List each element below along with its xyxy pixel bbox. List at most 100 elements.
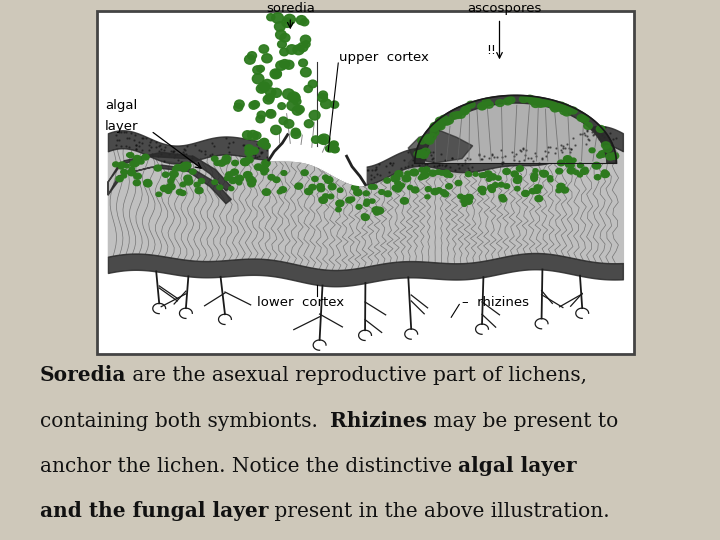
Ellipse shape [267, 14, 275, 21]
Ellipse shape [439, 171, 445, 175]
Ellipse shape [235, 175, 243, 182]
Ellipse shape [467, 101, 475, 108]
Polygon shape [415, 96, 616, 163]
Ellipse shape [290, 93, 300, 102]
Ellipse shape [462, 202, 467, 206]
Ellipse shape [602, 170, 608, 174]
Ellipse shape [443, 170, 450, 176]
Ellipse shape [198, 178, 204, 184]
Ellipse shape [375, 207, 384, 214]
Ellipse shape [323, 175, 328, 180]
Ellipse shape [361, 214, 369, 220]
Ellipse shape [280, 33, 290, 42]
Ellipse shape [453, 112, 462, 118]
Ellipse shape [577, 114, 585, 122]
Ellipse shape [284, 15, 295, 24]
Ellipse shape [554, 104, 563, 111]
Ellipse shape [487, 185, 495, 191]
Ellipse shape [253, 66, 262, 74]
Text: soredia: soredia [266, 2, 315, 15]
Ellipse shape [272, 70, 282, 78]
Ellipse shape [425, 137, 433, 144]
Ellipse shape [266, 110, 276, 118]
Ellipse shape [436, 123, 445, 130]
Ellipse shape [433, 122, 441, 129]
Ellipse shape [480, 191, 485, 195]
Ellipse shape [440, 116, 448, 122]
Ellipse shape [503, 168, 510, 174]
Ellipse shape [264, 95, 274, 104]
Ellipse shape [569, 163, 575, 168]
Ellipse shape [568, 163, 573, 166]
Ellipse shape [372, 185, 377, 189]
Ellipse shape [166, 188, 171, 193]
Ellipse shape [411, 187, 419, 193]
Ellipse shape [299, 59, 307, 67]
Ellipse shape [370, 199, 375, 203]
Ellipse shape [283, 89, 294, 99]
Polygon shape [424, 103, 607, 163]
Ellipse shape [529, 188, 536, 194]
Ellipse shape [364, 191, 369, 196]
Ellipse shape [506, 97, 515, 104]
Ellipse shape [570, 158, 576, 163]
Ellipse shape [261, 142, 270, 149]
Ellipse shape [254, 164, 262, 170]
Ellipse shape [266, 88, 276, 97]
Ellipse shape [277, 190, 282, 194]
Ellipse shape [173, 167, 178, 171]
Text: anchor the lichen. Notice the distinctive: anchor the lichen. Notice the distinctiv… [40, 457, 458, 476]
Ellipse shape [246, 176, 255, 183]
Ellipse shape [446, 184, 452, 189]
Ellipse shape [262, 160, 270, 166]
Ellipse shape [259, 45, 269, 53]
Ellipse shape [226, 172, 233, 178]
Ellipse shape [145, 183, 150, 187]
Ellipse shape [392, 185, 399, 191]
Ellipse shape [418, 176, 423, 180]
Ellipse shape [308, 80, 317, 88]
Ellipse shape [257, 111, 266, 119]
Ellipse shape [243, 131, 252, 139]
Ellipse shape [189, 169, 196, 174]
Ellipse shape [444, 173, 449, 177]
Ellipse shape [142, 154, 149, 160]
Ellipse shape [561, 187, 569, 193]
Polygon shape [408, 146, 473, 178]
Ellipse shape [530, 98, 539, 105]
Ellipse shape [133, 156, 141, 161]
Ellipse shape [384, 191, 392, 197]
Ellipse shape [176, 190, 183, 195]
Ellipse shape [295, 183, 302, 189]
Ellipse shape [241, 159, 249, 166]
Ellipse shape [262, 54, 272, 63]
Ellipse shape [560, 108, 568, 114]
Ellipse shape [485, 171, 492, 177]
Ellipse shape [557, 183, 565, 190]
Ellipse shape [264, 168, 269, 172]
Ellipse shape [127, 153, 132, 157]
Ellipse shape [420, 173, 427, 179]
Ellipse shape [330, 101, 338, 108]
Ellipse shape [330, 146, 339, 153]
Ellipse shape [287, 100, 298, 111]
Ellipse shape [436, 117, 444, 124]
Ellipse shape [482, 98, 491, 105]
Ellipse shape [531, 100, 540, 107]
Ellipse shape [222, 158, 230, 164]
Ellipse shape [492, 183, 498, 187]
Ellipse shape [440, 190, 446, 195]
Ellipse shape [129, 167, 135, 171]
Ellipse shape [461, 195, 468, 201]
Ellipse shape [531, 176, 537, 181]
Text: –  rhizines: – rhizines [462, 296, 529, 309]
Ellipse shape [279, 117, 287, 125]
Text: are the asexual reproductive part of lichens,: are the asexual reproductive part of lic… [126, 366, 587, 384]
Text: Soredia: Soredia [40, 364, 126, 384]
Ellipse shape [408, 185, 413, 190]
Ellipse shape [431, 188, 438, 195]
Ellipse shape [364, 199, 370, 204]
Ellipse shape [580, 168, 588, 174]
Ellipse shape [222, 155, 230, 161]
Ellipse shape [526, 95, 534, 102]
